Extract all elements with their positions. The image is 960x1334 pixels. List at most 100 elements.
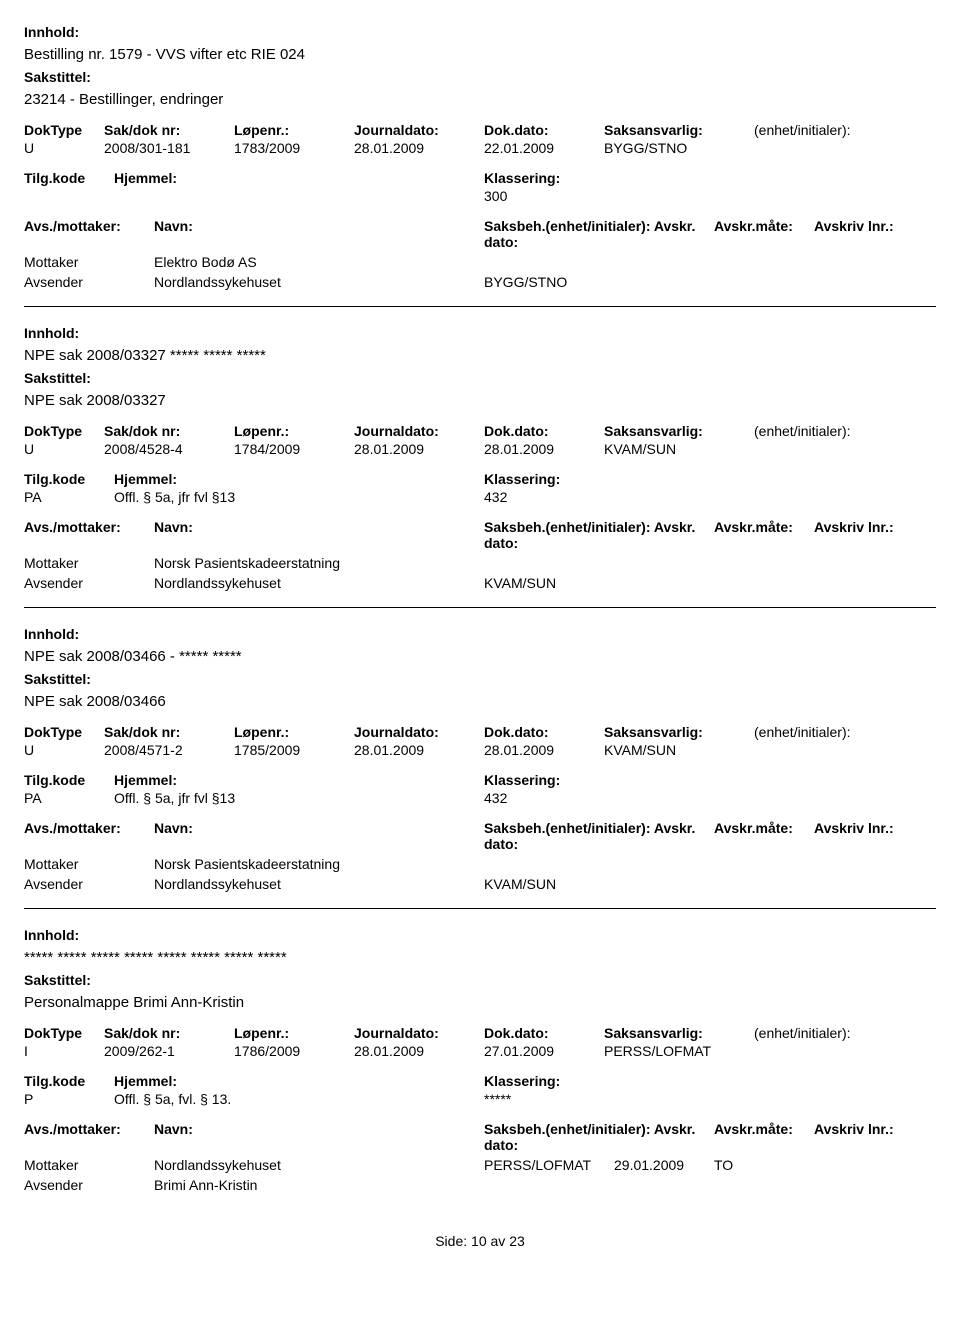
tilg-header-cell: Klassering: [484, 772, 784, 788]
dok-value-cell: I [24, 1043, 104, 1059]
journal-record: Innhold:NPE sak 2008/03327 ***** ***** *… [24, 325, 936, 591]
dok-value-cell: 2008/4528-4 [104, 441, 234, 457]
dok-header-row: DokTypeSak/dok nr:Løpenr.:Journaldato:Do… [24, 122, 936, 138]
tilg-header-row: Tilg.kodeHjemmel:Klassering: [24, 471, 936, 487]
tilg-value-cell: 432 [484, 489, 784, 505]
tilg-value-row: PAOffl. § 5a, jfr fvl §13432 [24, 790, 936, 806]
party-avskrivlnr [814, 876, 914, 892]
avs-header-cell: Avskriv lnr.: [814, 218, 914, 250]
tilg-header-cell: Klassering: [484, 1073, 784, 1089]
party-avskrmate [714, 555, 814, 571]
party-name: Elektro Bodø AS [154, 254, 484, 270]
sakstittel-label: Sakstittel: [24, 671, 936, 687]
sakstittel-value: 23214 - Bestillinger, endringer [24, 91, 936, 108]
tilg-header-cell: Tilg.kode [24, 471, 114, 487]
dok-value-cell: 28.01.2009 [484, 742, 604, 758]
dok-value-cell: 2008/4571-2 [104, 742, 234, 758]
tilg-value-cell: Offl. § 5a, fvl. § 13. [114, 1091, 484, 1107]
innhold-label: Innhold: [24, 927, 936, 943]
avs-value-row: AvsenderNordlandssykehusetBYGG/STNO [24, 274, 936, 290]
party-avskr-dato [614, 274, 714, 290]
party-avskrmate [714, 856, 814, 872]
party-saksbeh [484, 1177, 714, 1193]
avs-header-cell: Avs./mottaker: [24, 1121, 154, 1153]
party-saksbeh-code [484, 856, 614, 872]
party-avskrivlnr [814, 254, 914, 270]
party-avskr-dato [614, 1177, 714, 1193]
party-role: Mottaker [24, 254, 154, 270]
tilg-header-cell: Tilg.kode [24, 170, 114, 186]
dok-header-cell: (enhet/initialer): [754, 724, 924, 740]
party-saksbeh [484, 856, 714, 872]
avs-header-cell: Avs./mottaker: [24, 820, 154, 852]
dok-value-cell: 28.01.2009 [354, 441, 484, 457]
dok-header-row: DokTypeSak/dok nr:Løpenr.:Journaldato:Do… [24, 423, 936, 439]
tilg-value-cell: PA [24, 790, 114, 806]
innhold-label: Innhold: [24, 325, 936, 341]
party-role: Mottaker [24, 1157, 154, 1173]
tilg-value-cell: Offl. § 5a, jfr fvl §13 [114, 489, 484, 505]
sakstittel-value: NPE sak 2008/03327 [24, 392, 936, 409]
avs-header-cell: Avskr.måte: [714, 1121, 814, 1153]
tilg-header-cell: Klassering: [484, 170, 784, 186]
dok-header-cell: DokType [24, 122, 104, 138]
party-saksbeh-code: BYGG/STNO [484, 274, 614, 290]
party-avskr-dato: 29.01.2009 [614, 1157, 714, 1173]
innhold-value: Bestilling nr. 1579 - VVS vifter etc RIE… [24, 46, 936, 63]
innhold-value: NPE sak 2008/03466 - ***** ***** [24, 648, 936, 665]
dok-header-cell: DokType [24, 423, 104, 439]
dok-value-cell [754, 742, 924, 758]
avs-header-cell: Avs./mottaker: [24, 519, 154, 551]
dok-header-cell: Journaldato: [354, 122, 484, 138]
dok-value-cell: BYGG/STNO [604, 140, 754, 156]
avs-value-row: AvsenderBrimi Ann-Kristin [24, 1177, 936, 1193]
tilg-value-cell: 432 [484, 790, 784, 806]
dok-value-cell: 2008/301-181 [104, 140, 234, 156]
dok-header-cell: Sak/dok nr: [104, 724, 234, 740]
dok-value-row: I2009/262-11786/200928.01.200927.01.2009… [24, 1043, 936, 1059]
innhold-label: Innhold: [24, 626, 936, 642]
dok-header-cell: (enhet/initialer): [754, 122, 924, 138]
sakstittel-label: Sakstittel: [24, 69, 936, 85]
avs-header-cell: Navn: [154, 519, 484, 551]
dok-header-cell: Saksansvarlig: [604, 423, 754, 439]
avs-header-cell: Avskr.måte: [714, 820, 814, 852]
party-avskr-dato [614, 876, 714, 892]
page-footer: Side: 10 av 23 [24, 1233, 936, 1249]
tilg-header-cell: Hjemmel: [114, 772, 484, 788]
dok-value-cell: U [24, 441, 104, 457]
tilg-value-cell [114, 188, 484, 204]
avs-header-cell: Navn: [154, 218, 484, 250]
sakstittel-value: NPE sak 2008/03466 [24, 693, 936, 710]
party-avskrmate [714, 274, 814, 290]
tilg-header-cell: Hjemmel: [114, 471, 484, 487]
party-saksbeh-code: KVAM/SUN [484, 575, 614, 591]
tilg-header-cell: Hjemmel: [114, 1073, 484, 1089]
dok-value-cell: 27.01.2009 [484, 1043, 604, 1059]
party-avskrmate [714, 1177, 814, 1193]
party-role: Avsender [24, 876, 154, 892]
party-name: Brimi Ann-Kristin [154, 1177, 484, 1193]
dok-header-cell: Journaldato: [354, 423, 484, 439]
avs-header-cell: Avskriv lnr.: [814, 1121, 914, 1153]
tilg-header-row: Tilg.kodeHjemmel:Klassering: [24, 170, 936, 186]
party-role: Avsender [24, 1177, 154, 1193]
party-avskrivlnr [814, 274, 914, 290]
dok-value-cell: PERSS/LOFMAT [604, 1043, 754, 1059]
dok-value-cell: 1784/2009 [234, 441, 354, 457]
party-avskr-dato [614, 254, 714, 270]
party-avskrivlnr [814, 856, 914, 872]
party-saksbeh-code [484, 254, 614, 270]
party-name: Nordlandssykehuset [154, 1157, 484, 1173]
party-avskrivlnr [814, 1177, 914, 1193]
avs-header-row: Avs./mottaker:Navn:Saksbeh.(enhet/initia… [24, 1121, 936, 1153]
journal-record: Innhold:***** ***** ***** ***** ***** **… [24, 927, 936, 1193]
dok-header-cell: Journaldato: [354, 1025, 484, 1041]
party-avskr-dato [614, 856, 714, 872]
dok-header-cell: DokType [24, 724, 104, 740]
side-label: Side: [435, 1233, 467, 1249]
party-avskr-dato [614, 575, 714, 591]
avs-header-cell: Navn: [154, 1121, 484, 1153]
party-name: Norsk Pasientskadeerstatning [154, 555, 484, 571]
party-avskrivlnr [814, 575, 914, 591]
